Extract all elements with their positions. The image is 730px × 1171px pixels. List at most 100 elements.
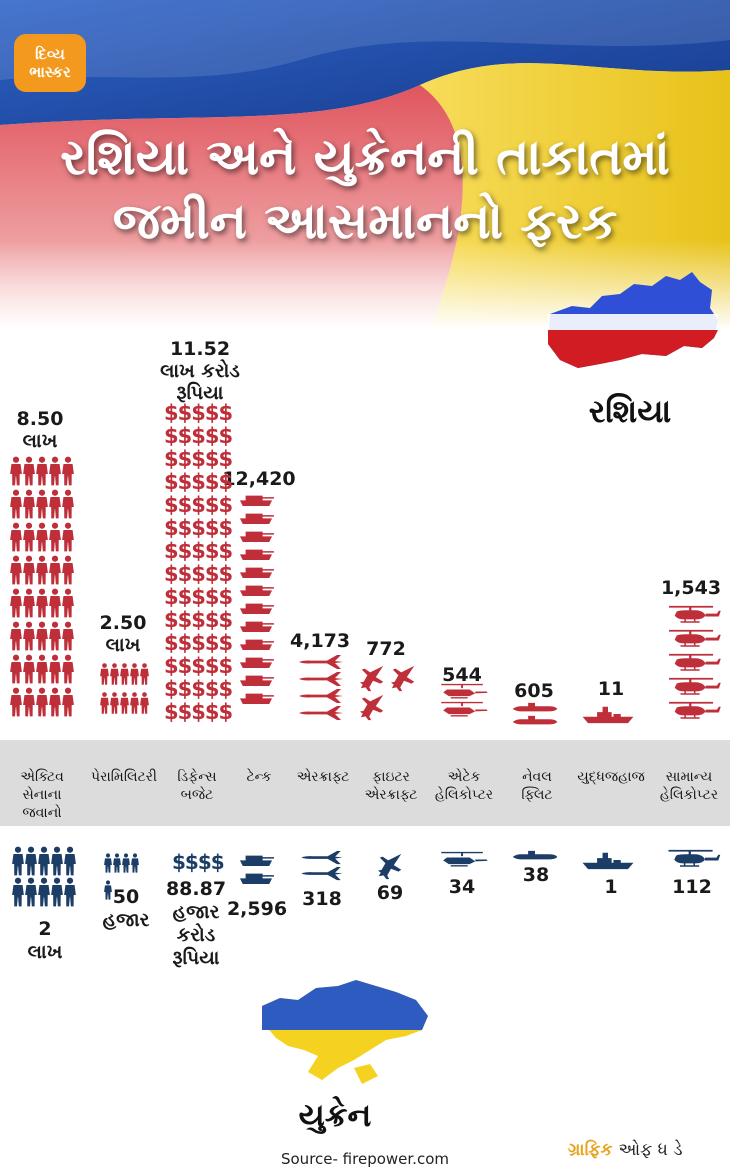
soldier-icon-shape bbox=[36, 522, 48, 552]
submarine-icon-shape bbox=[512, 702, 558, 712]
attack-helicopter-icon-shape bbox=[441, 851, 488, 867]
submarine-icon bbox=[512, 715, 558, 725]
soldier-icon bbox=[120, 663, 129, 685]
ukraine-tanks-value: 2,596 bbox=[226, 898, 288, 920]
tank-icon bbox=[239, 675, 274, 687]
soldier-icon bbox=[36, 687, 48, 717]
soldier-icon-shape bbox=[104, 853, 112, 873]
soldier-icon-shape bbox=[62, 588, 74, 618]
soldier-icon-shape bbox=[10, 456, 22, 486]
soldier-icon bbox=[12, 877, 24, 907]
soldier-icon-shape bbox=[23, 654, 35, 684]
soldier-icon-shape bbox=[49, 456, 61, 486]
soldier-icon-shape bbox=[49, 621, 61, 651]
soldier-icon-shape bbox=[36, 588, 48, 618]
soldier-icon-shape bbox=[36, 456, 48, 486]
soldier-icon bbox=[49, 621, 61, 651]
soldier-icon-shape bbox=[49, 687, 61, 717]
page-title-line-2: જમીન આસમાનનો ફરક bbox=[112, 192, 618, 250]
soldier-icon bbox=[25, 846, 37, 876]
soldier-icon bbox=[49, 555, 61, 585]
tank-icon bbox=[239, 657, 274, 669]
soldier-icon bbox=[10, 522, 22, 552]
submarine-icon bbox=[512, 850, 558, 860]
soldier-icon-shape bbox=[62, 456, 74, 486]
plane-icon bbox=[299, 655, 343, 669]
tank-icon-shape bbox=[239, 531, 274, 543]
tank-icon bbox=[239, 873, 274, 885]
dollar-row-icon: $$$$$ bbox=[164, 470, 233, 494]
soldier-icon bbox=[49, 654, 61, 684]
helicopter-icon-shape bbox=[669, 677, 721, 695]
category-naval-fleet: નેવલ ફ્લિટ bbox=[521, 769, 553, 803]
soldier-icon bbox=[104, 880, 112, 900]
dollar-row-icon: $$$$$ bbox=[164, 562, 233, 586]
page-title-line-1: રશિયા અને યુક્રેનની તાકાતમાં bbox=[60, 128, 670, 186]
russia-attack-heli-value: 544 bbox=[442, 664, 482, 686]
soldier-icon-shape bbox=[10, 555, 22, 585]
warship-icon-shape bbox=[582, 852, 634, 870]
soldier-icon-shape bbox=[131, 853, 139, 873]
ukraine-helicopters-value: 112 bbox=[672, 876, 712, 898]
plane-icon-shape bbox=[299, 655, 343, 669]
soldier-icon bbox=[62, 456, 74, 486]
helicopter-icon-shape bbox=[669, 653, 721, 671]
ukraine-attack-heli-icons bbox=[436, 850, 492, 868]
dollar-row-icon: $$$$$ bbox=[164, 654, 233, 678]
soldier-icon bbox=[23, 456, 35, 486]
soldier-icon bbox=[51, 877, 63, 907]
soldier-icon bbox=[10, 489, 22, 519]
helicopter-icon bbox=[668, 849, 721, 867]
russia-aircraft-value: 4,173 bbox=[290, 630, 351, 652]
helicopter-icon bbox=[669, 605, 721, 623]
ukraine-soldier-icons bbox=[12, 846, 82, 908]
soldier-icon-shape bbox=[36, 621, 48, 651]
category-fighter-aircraft: ફાઇટર એરક્રાફ્ટ bbox=[364, 769, 418, 803]
tank-icon bbox=[239, 639, 274, 651]
ukraine-paramilitary-value: 50 હજાર bbox=[102, 886, 150, 931]
soldier-icon-shape bbox=[49, 654, 61, 684]
jet-icon bbox=[359, 665, 384, 692]
logo-line-1: દિવ્ય bbox=[35, 45, 65, 63]
soldier-icon bbox=[110, 663, 119, 685]
ukraine-fighters-value: 69 bbox=[376, 882, 404, 904]
soldier-icon-shape bbox=[10, 588, 22, 618]
tank-icon bbox=[239, 693, 274, 705]
ukraine-aircraft-value: 318 bbox=[302, 888, 342, 910]
tank-icon-shape bbox=[239, 495, 274, 507]
tank-icon bbox=[239, 495, 274, 507]
ukraine-naval-icons bbox=[508, 850, 564, 863]
soldier-icon bbox=[36, 522, 48, 552]
soldier-icon-shape bbox=[36, 687, 48, 717]
graphic-of-the-day-credit: ગ્રાફિક ઓફ ધ ડે bbox=[568, 1140, 683, 1160]
soldier-icon bbox=[49, 588, 61, 618]
soldier-icon bbox=[36, 588, 48, 618]
plane-icon-shape bbox=[301, 866, 343, 881]
helicopter-icon bbox=[669, 677, 721, 695]
plane-icon bbox=[299, 672, 343, 686]
ukraine-naval-value: 38 bbox=[522, 864, 550, 886]
dollar-row-icon: $$$$$ bbox=[164, 677, 233, 701]
soldier-icon bbox=[64, 877, 76, 907]
soldier-icon bbox=[23, 522, 35, 552]
soldier-icon bbox=[62, 687, 74, 717]
tank-icon-shape bbox=[239, 567, 274, 579]
tank-icon bbox=[239, 567, 274, 579]
soldier-icon bbox=[36, 654, 48, 684]
soldier-icon bbox=[23, 555, 35, 585]
attack-helicopter-icon-shape bbox=[441, 701, 488, 717]
soldier-icon-shape bbox=[62, 654, 74, 684]
russia-paramilitary-icons bbox=[100, 660, 156, 718]
soldier-icon-shape bbox=[49, 555, 61, 585]
soldier-icon bbox=[10, 588, 22, 618]
helicopter-icon-shape bbox=[669, 701, 721, 719]
ukraine-budget-dollar-icons: $$$$ bbox=[172, 850, 225, 874]
dollar-row-icon: $$$$$ bbox=[164, 447, 233, 471]
dollar-row-icon: $$$$$ bbox=[164, 608, 233, 632]
russia-map-icon bbox=[548, 272, 718, 368]
divya-bhaskar-logo: દિવ્ય ભાસ્કર bbox=[14, 34, 86, 92]
tank-icon-shape bbox=[239, 873, 274, 885]
soldier-icon bbox=[62, 621, 74, 651]
soldier-icon bbox=[49, 687, 61, 717]
tank-icon-shape bbox=[239, 657, 274, 669]
